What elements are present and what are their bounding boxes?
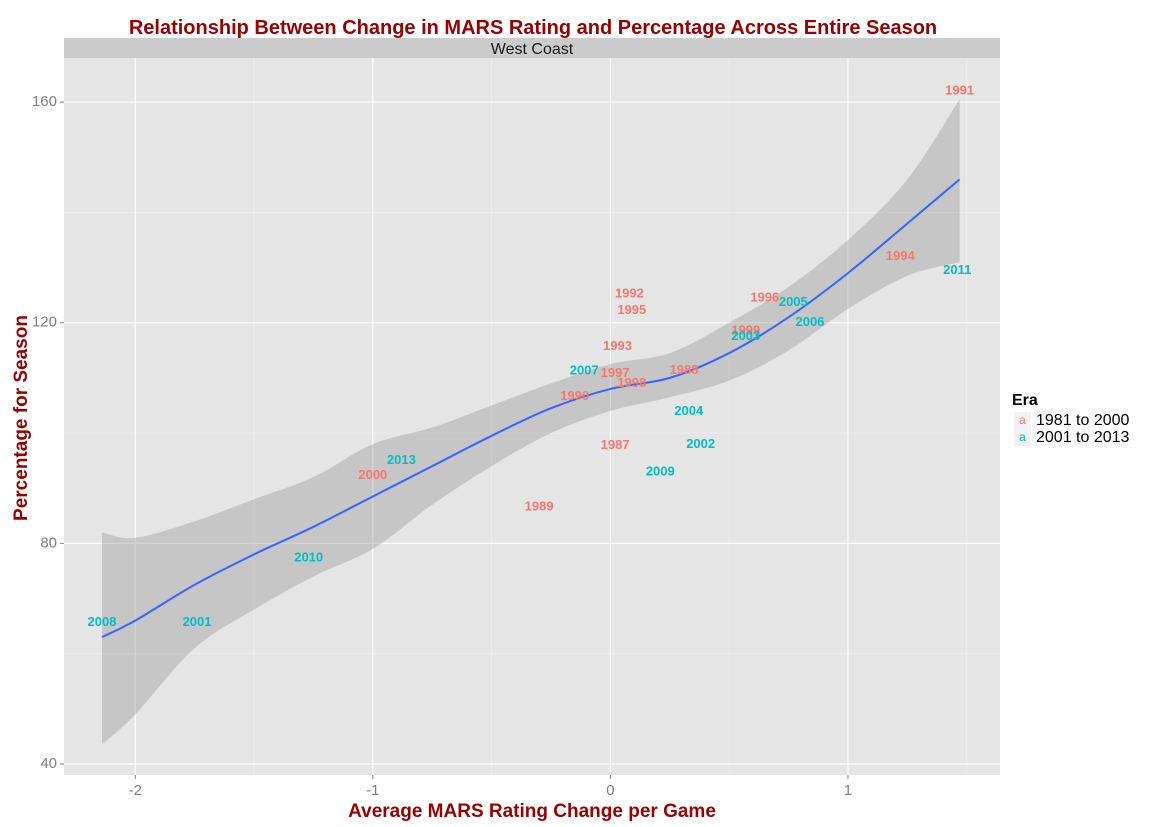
y-tick-label: 160 <box>32 93 57 110</box>
point-label-1997: 1997 <box>601 365 630 380</box>
minor-gridlines <box>64 58 1000 775</box>
x-tick-label: 0 <box>606 782 614 799</box>
point-label-1991: 1991 <box>945 83 974 98</box>
y-tick-label: 120 <box>32 314 57 331</box>
legend-key-box <box>1014 412 1031 429</box>
smooth-confidence-ribbon <box>102 99 960 745</box>
point-label-1987: 1987 <box>601 437 630 452</box>
point-label-1992: 1992 <box>615 285 644 300</box>
point-label-2010: 2010 <box>294 550 323 565</box>
point-label-2003: 2003 <box>731 328 760 343</box>
point-label-1988: 1988 <box>670 362 699 377</box>
point-label-2000: 2000 <box>358 467 387 482</box>
x-tick-label: 1 <box>844 782 852 799</box>
point-label-2002: 2002 <box>686 436 715 451</box>
point-label-1999: 1999 <box>731 322 760 337</box>
point-label-1989: 1989 <box>525 498 554 513</box>
point-label-1994: 1994 <box>886 248 916 263</box>
legend-key-glyph: a <box>1019 413 1026 427</box>
point-label-2005: 2005 <box>779 294 808 309</box>
x-axis-ticks: -2 -1 0 1 <box>129 775 852 799</box>
facet-strip-label: West Coast <box>491 41 574 58</box>
y-tick-label: 40 <box>40 755 57 772</box>
point-label-2004: 2004 <box>674 403 704 418</box>
legend-entries: a 1981 to 2000 a 2001 to 2013 <box>1014 412 1130 446</box>
point-label-2009: 2009 <box>646 464 675 479</box>
point-label-1993: 1993 <box>603 338 632 353</box>
legend-key-box <box>1014 429 1031 446</box>
legend-entry-label: 1981 to 2000 <box>1036 412 1130 429</box>
x-axis-label: Average MARS Rating Change per Game <box>348 801 716 822</box>
x-tick-label: -1 <box>366 782 379 799</box>
point-label-2007: 2007 <box>570 363 599 378</box>
point-label-2011: 2011 <box>943 262 971 277</box>
y-axis-ticks: 40 80 120 160 <box>32 93 64 772</box>
point-label-1996: 1996 <box>750 289 779 304</box>
chart-title: Relationship Between Change in MARS Rati… <box>129 17 937 39</box>
smooth-trend-line <box>101 178 961 639</box>
point-label-1990: 1990 <box>560 388 589 403</box>
major-gridlines <box>64 58 1000 775</box>
x-tick-label: -2 <box>129 782 142 799</box>
facet-strip <box>64 38 1000 58</box>
legend-title: Era <box>1012 392 1038 409</box>
y-tick-label: 80 <box>40 534 57 551</box>
y-axis-label: Percentage for Season <box>11 315 32 521</box>
point-label-1995: 1995 <box>617 302 646 317</box>
point-label-2001: 2001 <box>183 614 212 629</box>
legend-entry-label: 2001 to 2013 <box>1036 429 1130 446</box>
point-label-2006: 2006 <box>795 314 824 329</box>
legend: Era a 1981 to 2000 a 2001 to 2013 <box>1012 392 1130 446</box>
point-label-1998: 1998 <box>617 375 646 390</box>
point-label-2013: 2013 <box>387 452 416 467</box>
legend-key-glyph: a <box>1019 430 1026 444</box>
point-label-2008: 2008 <box>88 614 117 629</box>
